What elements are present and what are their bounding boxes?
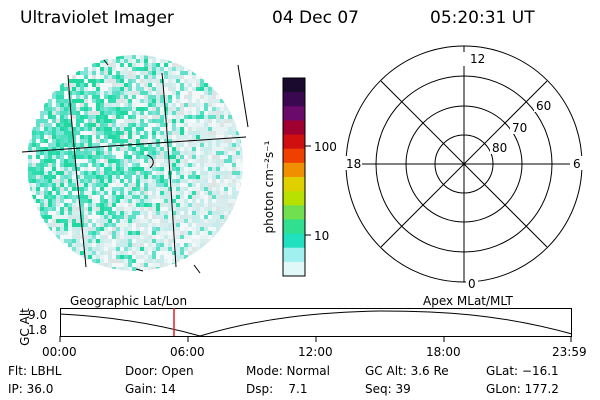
info-gcalt: GC Alt: 3.6 Re	[365, 364, 449, 378]
info-gain: Gain: 14	[125, 382, 176, 396]
x-tick-1200: 12:00	[298, 345, 333, 359]
info-seq: Seq: 39	[365, 382, 411, 396]
polar-diag-2	[380, 80, 548, 248]
polar-plot: 12 0 18 6 60 70 80	[344, 45, 584, 291]
geographic-grid	[21, 59, 249, 274]
colorbar	[282, 77, 311, 277]
x-tick-0600: 06:00	[170, 345, 205, 359]
polar-label-60: 60	[536, 99, 551, 113]
polar-label-70: 70	[512, 121, 527, 135]
colorbar-tick-100: 100	[314, 140, 337, 154]
polar-label-12: 12	[470, 52, 485, 66]
colorbar-gradient	[283, 78, 305, 277]
timeline-y-tick-1: 1.8	[28, 323, 48, 337]
polar-label-80: 80	[492, 141, 507, 155]
colorbar-unit-label: photon cm⁻²s⁻¹	[262, 140, 276, 234]
x-tick-2359: 23:59	[552, 345, 587, 359]
info-door: Door: Open	[125, 364, 194, 378]
uvi-pixel-field	[28, 55, 243, 271]
altitude-curve	[59, 310, 573, 337]
info-dsp: Dsp: 7.1	[246, 382, 308, 396]
colorbar-tick-10: 10	[314, 229, 330, 243]
polar-label-18: 18	[346, 157, 361, 171]
date-label: 04 Dec 07	[272, 8, 359, 28]
info-flt: Flt: LBHL	[8, 364, 62, 378]
timeline-left-caption: Geographic Lat/Lon	[70, 294, 188, 308]
info-mode: Mode: Normal	[246, 364, 330, 378]
timeline-x-ticks	[59, 336, 572, 342]
polar-label-6: 6	[573, 157, 581, 171]
timeline-right-caption: Apex MLat/MLT	[423, 294, 513, 308]
uvi-image-disk	[21, 55, 249, 274]
x-tick-0000: 00:00	[42, 345, 77, 359]
x-tick-1800: 18:00	[426, 345, 461, 359]
polar-label-0: 0	[468, 277, 476, 291]
instrument-title: Ultraviolet Imager	[20, 8, 174, 28]
info-glat: GLat: −16.1	[486, 364, 559, 378]
info-glon: GLon: 177.2	[486, 382, 559, 396]
time-label: 05:20:31 UT	[430, 8, 535, 28]
info-ip: IP: 36.0	[8, 382, 54, 396]
timeline-plot	[59, 308, 573, 342]
timeline-y-tick-9: 9.0	[28, 308, 48, 322]
